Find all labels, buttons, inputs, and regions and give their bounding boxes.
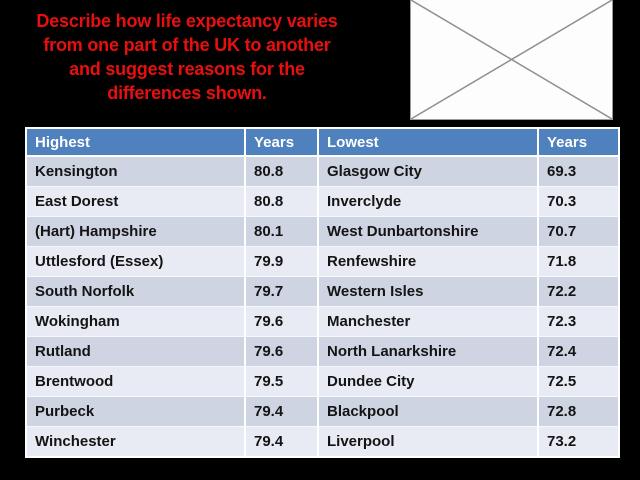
cell-lowest-name: North Lanarkshire [318, 336, 539, 367]
table-row: Rutland 79.6 North Lanarkshire 72.4 [26, 336, 619, 367]
cell-lowest-name: Blackpool [318, 396, 539, 427]
cell-lowest-years: 72.5 [538, 366, 619, 397]
title-line: from one part of the UK to another [43, 35, 331, 55]
cell-lowest-years: 71.8 [538, 246, 619, 277]
cell-lowest-years: 72.8 [538, 396, 619, 427]
cell-highest-years: 79.4 [245, 396, 319, 427]
cell-highest-name: Brentwood [26, 366, 246, 397]
cell-lowest-name: Renfewshire [318, 246, 539, 277]
table-row: (Hart) Hampshire 80.1 West Dunbartonshir… [26, 216, 619, 247]
cell-highest-name: Rutland [26, 336, 246, 367]
table-row: Brentwood 79.5 Dundee City 72.5 [26, 366, 619, 397]
cell-highest-years: 79.6 [245, 336, 319, 367]
cell-lowest-years: 69.3 [538, 156, 619, 187]
col-header-highest: Highest [26, 128, 246, 157]
cell-highest-name: Wokingham [26, 306, 246, 337]
title-line: differences shown. [107, 83, 267, 103]
table-row: Winchester 79.4 Liverpool 73.2 [26, 426, 619, 457]
cell-lowest-years: 70.7 [538, 216, 619, 247]
cell-highest-years: 79.9 [245, 246, 319, 277]
table-row: Purbeck 79.4 Blackpool 72.8 [26, 396, 619, 427]
cell-highest-name: Uttlesford (Essex) [26, 246, 246, 277]
cell-lowest-name: Glasgow City [318, 156, 539, 187]
broken-image-x-icon [411, 0, 612, 119]
title-line: Describe how life expectancy varies [36, 11, 338, 31]
cell-highest-years: 79.7 [245, 276, 319, 307]
cell-lowest-years: 73.2 [538, 426, 619, 457]
cell-lowest-name: Manchester [318, 306, 539, 337]
cell-lowest-name: Western Isles [318, 276, 539, 307]
cell-highest-name: Purbeck [26, 396, 246, 427]
table-header-row: Highest Years Lowest Years [26, 128, 619, 157]
cell-highest-years: 79.5 [245, 366, 319, 397]
table-row: Uttlesford (Essex) 79.9 Renfewshire 71.8 [26, 246, 619, 277]
cell-lowest-years: 70.3 [538, 186, 619, 217]
cell-highest-years: 80.8 [245, 156, 319, 187]
cell-lowest-name: Dundee City [318, 366, 539, 397]
col-header-years-highest: Years [245, 128, 319, 157]
table-row: Kensington 80.8 Glasgow City 69.3 [26, 156, 619, 187]
title-line: and suggest reasons for the [69, 59, 305, 79]
image-placeholder [410, 0, 613, 120]
cell-lowest-years: 72.4 [538, 336, 619, 367]
life-expectancy-table: Highest Years Lowest Years Kensington 80… [25, 127, 620, 458]
cell-highest-name: Winchester [26, 426, 246, 457]
cell-highest-years: 79.6 [245, 306, 319, 337]
col-header-lowest: Lowest [318, 128, 539, 157]
cell-highest-years: 80.8 [245, 186, 319, 217]
table-row: Wokingham 79.6 Manchester 72.3 [26, 306, 619, 337]
table-row: East Dorest 80.8 Inverclyde 70.3 [26, 186, 619, 217]
cell-highest-years: 80.1 [245, 216, 319, 247]
col-header-years-lowest: Years [538, 128, 619, 157]
cell-lowest-years: 72.3 [538, 306, 619, 337]
cell-lowest-name: Liverpool [318, 426, 539, 457]
cell-highest-name: East Dorest [26, 186, 246, 217]
cell-lowest-name: West Dunbartonshire [318, 216, 539, 247]
cell-lowest-name: Inverclyde [318, 186, 539, 217]
cell-highest-years: 79.4 [245, 426, 319, 457]
cell-highest-name: Kensington [26, 156, 246, 187]
slide-title: Describe how life expectancy varies from… [20, 9, 354, 105]
cell-highest-name: (Hart) Hampshire [26, 216, 246, 247]
table-row: South Norfolk 79.7 Western Isles 72.2 [26, 276, 619, 307]
cell-lowest-years: 72.2 [538, 276, 619, 307]
cell-highest-name: South Norfolk [26, 276, 246, 307]
